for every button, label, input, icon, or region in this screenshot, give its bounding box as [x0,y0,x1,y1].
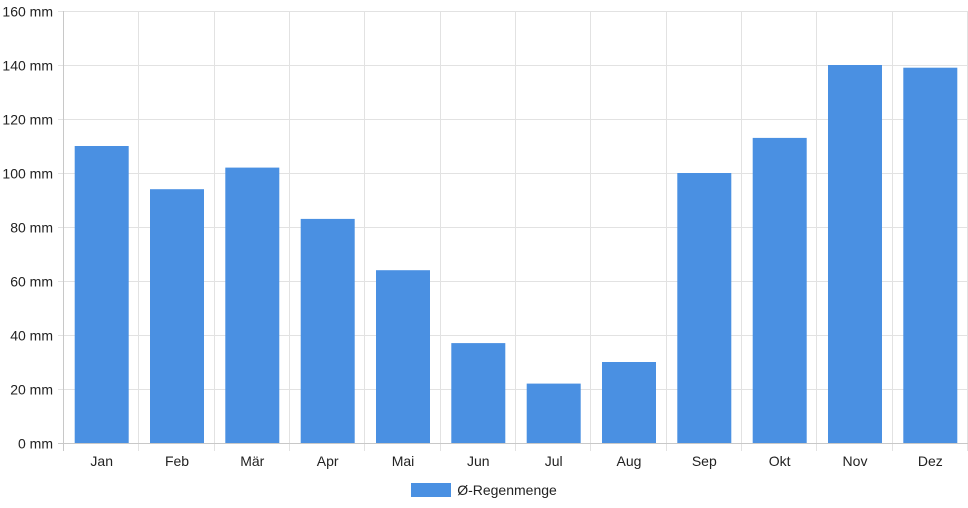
y-tick-label: 20 mm [10,382,53,398]
x-tick-label: Jul [545,453,563,469]
bar-mär [225,167,280,443]
bar-mai [376,270,430,443]
bar-sep [677,173,732,443]
x-tick-label: Mai [392,453,415,469]
bar-aug [602,362,656,443]
x-tick-label: Sep [692,453,717,469]
x-tick-label: Okt [769,453,791,469]
y-tick-label: 100 mm [2,166,53,182]
y-axis-tick-labels: 0 mm 20 mm 40 mm 60 mm 80 mm 100 mm 120 mm 140 … [2,4,53,452]
y-tick-label: 80 mm [10,220,53,236]
y-tick-label: 0 mm [18,436,53,452]
y-tick-label: 160 mm [2,4,53,20]
bar-jun [451,343,506,443]
y-tick-label: 60 mm [10,274,53,290]
legend-swatch [411,483,452,497]
x-tick-label: Jun [467,453,490,469]
bar-jul [526,383,581,443]
bar-feb [150,189,204,443]
bar-apr [300,218,355,443]
axes [58,11,968,451]
y-tick-label: 140 mm [2,58,53,74]
bar-okt [752,137,807,443]
x-tick-label: Nov [843,453,868,469]
grid-lines [64,11,968,451]
x-tick-label: Mär [240,453,264,469]
x-tick-label: Aug [617,453,642,469]
x-tick-label: Feb [165,453,189,469]
y-tick-label: 120 mm [2,112,53,128]
y-tick-label: 40 mm [10,328,53,344]
legend[interactable]: Ø-Regenmenge [0,480,968,500]
x-axis-tick-labels: Jan Feb Mär Apr Mai Jun Jul Aug Sep Okt Nov Dez [90,453,942,469]
x-tick-label: Dez [918,453,943,469]
bar-nov [828,65,882,443]
x-tick-label: Jan [90,453,113,469]
legend-label: Ø-Regenmenge [457,482,557,498]
x-tick-label: Apr [317,453,339,469]
bar-dez [903,67,958,443]
bar-jan [74,146,129,443]
bar-series [74,65,958,443]
